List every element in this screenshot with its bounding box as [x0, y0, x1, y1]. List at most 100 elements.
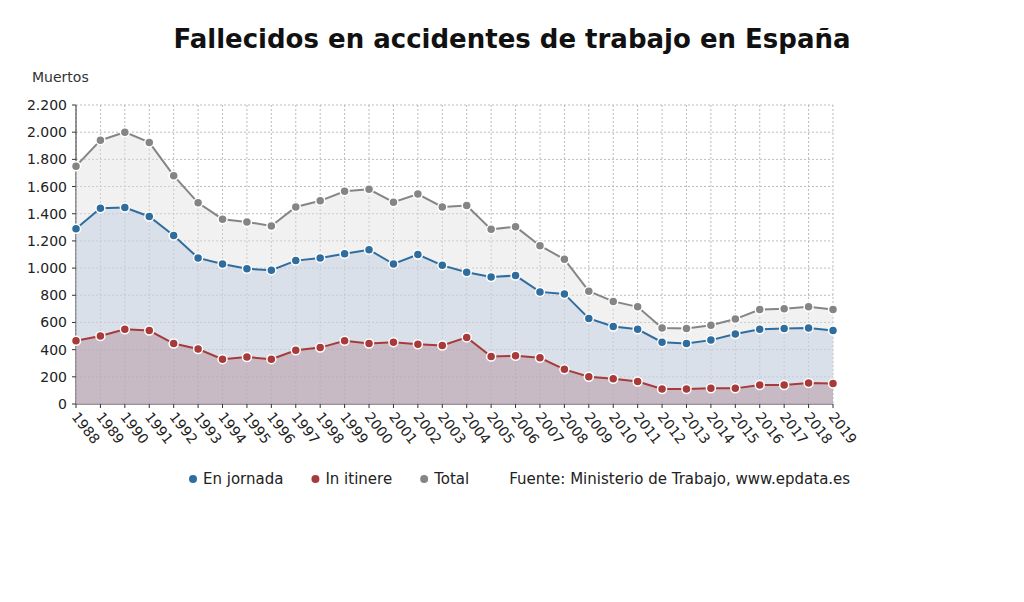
marker — [780, 380, 789, 389]
marker — [487, 352, 496, 361]
grid: 02004006008001.0001.2001.4001.6001.8002.… — [27, 97, 860, 447]
area — [76, 329, 833, 404]
marker — [560, 255, 569, 264]
marker — [584, 314, 593, 323]
x-tick — [246, 404, 247, 408]
marker — [584, 372, 593, 381]
x-tick — [637, 404, 638, 408]
marker — [316, 253, 325, 262]
marker — [340, 187, 349, 196]
marker — [682, 324, 691, 333]
marker — [462, 201, 471, 210]
x-tick — [710, 404, 711, 408]
marker — [145, 138, 154, 147]
marker — [242, 217, 251, 226]
legend-label: In itinere — [325, 470, 392, 488]
marker — [218, 215, 227, 224]
y-tick-label: 1.600 — [27, 179, 67, 195]
x-tick — [735, 404, 736, 408]
marker — [804, 302, 813, 311]
y-tick — [72, 404, 76, 405]
legend-label: En jornada — [203, 470, 283, 488]
marker — [365, 185, 374, 194]
marker — [633, 302, 642, 311]
marker — [706, 336, 715, 345]
marker — [658, 323, 667, 332]
marker — [291, 346, 300, 355]
marker — [633, 377, 642, 386]
y-tick-label: 800 — [40, 287, 67, 303]
marker — [120, 128, 129, 137]
marker — [438, 202, 447, 211]
legend-label: Total — [433, 470, 469, 488]
marker — [511, 351, 520, 360]
marker — [145, 326, 154, 335]
marker — [218, 355, 227, 364]
marker — [316, 343, 325, 352]
y-tick-label: 400 — [40, 342, 67, 358]
marker — [72, 224, 81, 233]
marker — [609, 297, 618, 306]
marker — [780, 304, 789, 313]
x-tick — [613, 404, 614, 408]
marker — [96, 332, 105, 341]
x-tick-label: 2019 — [826, 409, 861, 447]
marker — [242, 353, 251, 362]
y-tick — [72, 376, 76, 377]
marker — [194, 253, 203, 262]
marker — [658, 338, 667, 347]
marker — [218, 260, 227, 269]
marker — [242, 264, 251, 273]
x-tick — [369, 404, 370, 408]
x-tick — [539, 404, 540, 408]
marker — [120, 203, 129, 212]
marker — [535, 241, 544, 250]
y-tick-label: 1.800 — [27, 151, 67, 167]
marker — [413, 250, 422, 259]
marker — [829, 379, 838, 388]
marker — [267, 355, 276, 364]
x-tick — [784, 404, 785, 408]
marker — [96, 136, 105, 145]
x-tick — [662, 404, 663, 408]
marker — [535, 353, 544, 362]
x-tick — [173, 404, 174, 408]
marker — [731, 330, 740, 339]
marker — [365, 339, 374, 348]
marker — [340, 249, 349, 258]
x-tick — [808, 404, 809, 408]
marker — [560, 289, 569, 298]
marker — [511, 222, 520, 231]
line — [76, 329, 833, 389]
marker — [487, 225, 496, 234]
marker — [804, 378, 813, 387]
x-tick — [124, 404, 125, 408]
marker — [731, 315, 740, 324]
y-tick-label: 0 — [58, 396, 67, 412]
marker — [755, 325, 764, 334]
marker — [829, 305, 838, 314]
marker — [413, 190, 422, 199]
line — [76, 208, 833, 344]
y-tick — [72, 322, 76, 323]
x-tick — [759, 404, 760, 408]
marker — [706, 384, 715, 393]
y-tick — [72, 295, 76, 296]
marker — [731, 384, 740, 393]
y-tick — [72, 186, 76, 187]
marker — [316, 196, 325, 205]
marker — [584, 287, 593, 296]
marker — [291, 202, 300, 211]
source: Fuente: Ministerio de Trabajo, www.epdat… — [509, 470, 850, 488]
x-tick — [393, 404, 394, 408]
marker — [72, 162, 81, 171]
marker — [413, 340, 422, 349]
marker — [609, 322, 618, 331]
y-tick-label: 1.000 — [27, 260, 67, 276]
marker — [755, 380, 764, 389]
y-tick — [72, 105, 76, 106]
y-tick-label: 600 — [40, 314, 67, 330]
marker — [682, 339, 691, 348]
marker — [389, 338, 398, 347]
x-tick — [564, 404, 565, 408]
